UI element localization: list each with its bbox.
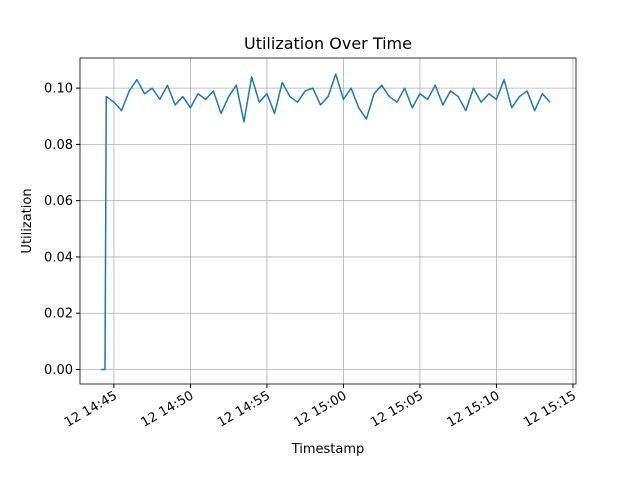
y-tick-label: 0.10 [44,82,73,97]
x-tick-label: 12 15:15 [521,388,579,430]
plot-frame [79,57,577,385]
y-tick-label: 0.08 [44,138,73,153]
x-tick-label: 12 14:55 [215,388,273,430]
x-tick-label: 12 15:05 [368,388,426,430]
x-axis-label: Timestamp [291,442,365,457]
x-tick-label: 12 14:45 [62,388,120,430]
y-tick-label: 0.00 [44,363,73,378]
y-tick-label: 0.06 [44,194,73,209]
y-tick-label: 0.02 [44,307,73,322]
y-tick-label: 0.04 [44,250,73,265]
x-tick-label: 12 15:10 [445,388,503,430]
x-tick-label: 12 15:00 [292,388,350,430]
series-line [101,73,551,371]
y-axis-label: Utilization [20,188,35,253]
chart-title: Utilization Over Time [244,34,412,53]
x-tick-label: 12 14:50 [139,388,197,430]
